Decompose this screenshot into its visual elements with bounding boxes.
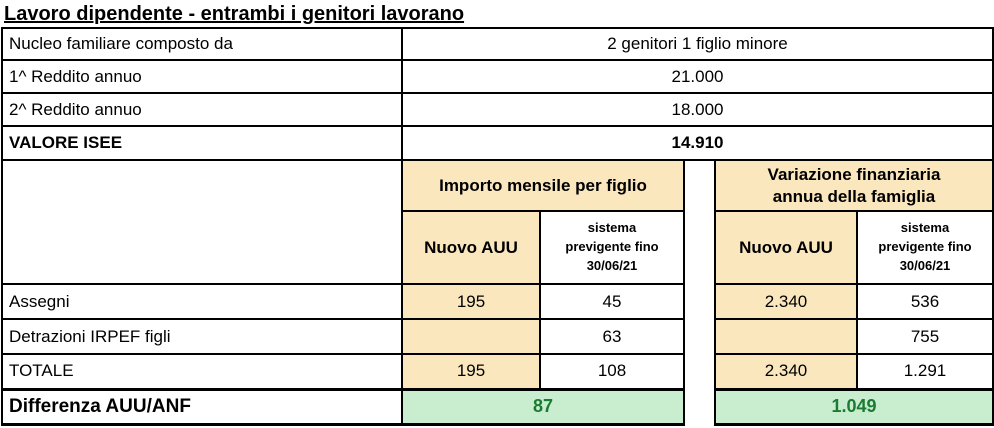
empty-corner-cell <box>1 159 403 285</box>
table-row-detrazioni: Detrazioni IRPEF figli 63 755 <box>1 318 994 355</box>
cell-assegni-previgente-annuo: 536 <box>856 283 994 320</box>
table-row: 1^ Reddito annuo 21.000 <box>1 59 994 94</box>
auu-anf-comparison-table: Nucleo familiare composto da 2 genitori … <box>1 27 994 426</box>
table-row: Nucleo familiare composto da 2 genitori … <box>1 27 994 61</box>
cell-detrazioni-auu-annuo <box>714 318 858 355</box>
info-value-isee: 14.910 <box>401 125 994 161</box>
row-label-assegni: Assegni <box>1 283 403 320</box>
column-header-sistema-previgente-annuo: sistema previgente fino 30/06/21 <box>856 210 994 285</box>
cell-detrazioni-previgente-mensile: 63 <box>539 318 685 355</box>
page-title: Lavoro dipendente - entrambi i genitori … <box>4 3 465 25</box>
info-value-reddito2: 18.000 <box>401 92 994 127</box>
info-label-isee: VALORE ISEE <box>1 125 403 161</box>
table-row-differenza: Differenza AUU/ANF 87 1.049 <box>1 387 994 426</box>
cell-totale-previgente-annuo: 1.291 <box>856 353 994 390</box>
spacer-column <box>684 160 715 424</box>
info-label-reddito1: 1^ Reddito annuo <box>1 59 403 94</box>
cell-detrazioni-auu-mensile <box>401 318 541 355</box>
info-label-nucleo: Nucleo familiare composto da <box>1 27 403 61</box>
cell-differenza-annua: 1.049 <box>714 387 994 426</box>
info-label-reddito2: 2^ Reddito annuo <box>1 92 403 127</box>
column-header-sistema-previgente-mensile: sistema previgente fino 30/06/21 <box>539 210 685 285</box>
table-row-assegni: Assegni 195 45 2.340 536 <box>1 283 994 320</box>
table-row-totale: TOTALE 195 108 2.340 1.291 <box>1 353 994 390</box>
cell-differenza-mensile: 87 <box>401 387 685 426</box>
cell-assegni-previgente-mensile: 45 <box>539 283 685 320</box>
row-label-differenza: Differenza AUU/ANF <box>1 387 403 426</box>
cell-totale-previgente-mensile: 108 <box>539 353 685 390</box>
column-header-nuovo-auu-annuo: Nuovo AUU <box>714 210 858 285</box>
group-header-importo-mensile: Importo mensile per figlio <box>401 159 685 212</box>
cell-assegni-auu-annuo: 2.340 <box>714 283 858 320</box>
row-label-totale: TOTALE <box>1 353 403 390</box>
column-header-nuovo-auu-mensile: Nuovo AUU <box>401 210 541 285</box>
table-row: VALORE ISEE 14.910 <box>1 125 994 161</box>
cell-totale-auu-annuo: 2.340 <box>714 353 858 390</box>
info-value-reddito1: 21.000 <box>401 59 994 94</box>
group-header-variazione-finanziaria: Variazione finanziaria annua della famig… <box>714 159 994 212</box>
row-label-detrazioni: Detrazioni IRPEF figli <box>1 318 403 355</box>
group-header-row: Importo mensile per figlio Variazione fi… <box>1 159 994 424</box>
table-row: 2^ Reddito annuo 18.000 <box>1 92 994 127</box>
cell-assegni-auu-mensile: 195 <box>401 283 541 320</box>
sub-header-row: Nuovo AUU sistema previgente fino 30/06/… <box>2 210 994 285</box>
cell-detrazioni-previgente-annuo: 755 <box>856 318 994 355</box>
cell-totale-auu-mensile: 195 <box>401 353 541 390</box>
info-value-nucleo: 2 genitori 1 figlio minore <box>401 27 994 61</box>
